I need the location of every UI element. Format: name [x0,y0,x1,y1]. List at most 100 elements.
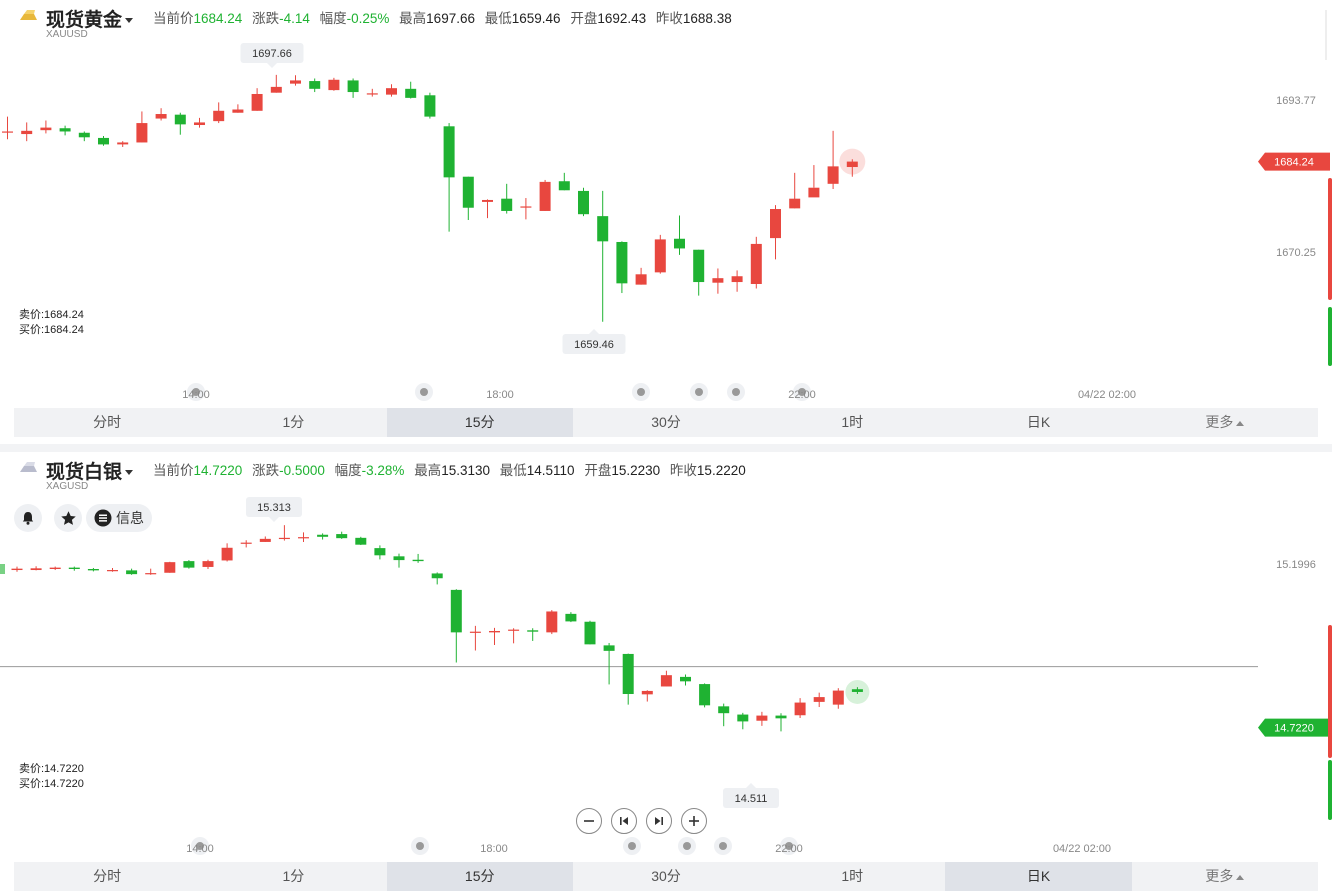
gold-candle[interactable] [59,125,71,136]
gold-candle[interactable] [712,268,724,294]
gold-candle[interactable] [386,84,397,97]
gold-candle[interactable] [597,190,609,322]
silver-candle[interactable] [336,531,348,539]
gold-candle[interactable] [482,199,493,219]
silver-candle[interactable] [107,567,118,572]
gold-candle[interactable] [251,88,263,111]
silver-title[interactable]: 现货白银 [46,457,134,484]
gold-candle[interactable] [808,165,820,198]
gold-candle[interactable] [98,135,109,146]
silver-event-marker[interactable] [780,837,798,855]
silver-candle[interactable] [851,687,863,695]
silver-candle[interactable] [832,688,844,709]
silver-candle[interactable] [756,711,768,726]
silver-candle[interactable] [680,674,691,686]
silver-candle[interactable] [775,713,787,732]
gold-candle[interactable] [520,198,532,220]
gold-candle[interactable] [654,234,666,274]
silver-candle[interactable] [145,568,157,575]
gold-candle[interactable] [270,74,282,93]
gold-candle[interactable] [789,172,801,209]
info-button[interactable]: 信息 [86,504,152,532]
gold-event-marker[interactable] [632,383,650,401]
tab-daily[interactable]: 日K [1026,414,1051,430]
gold-candle[interactable] [117,141,129,147]
gold-candle[interactable] [290,75,301,86]
silver-candle[interactable] [374,545,386,560]
tab-1min[interactable]: 1分 [282,868,305,884]
gold-title[interactable]: 现货黄金 [46,5,134,32]
tab-30min[interactable]: 30分 [651,868,681,884]
gold-candle[interactable] [578,187,589,217]
silver-candle[interactable] [30,566,42,571]
gold-candle[interactable] [635,267,647,285]
silver-candle[interactable] [794,698,806,718]
silver-event-marker[interactable] [678,837,696,855]
tab-30min[interactable]: 30分 [651,414,681,430]
alert-button[interactable] [14,504,42,532]
gold-candle[interactable] [827,130,839,189]
silver-candle[interactable] [183,560,195,569]
gold-event-marker[interactable] [415,383,433,401]
silver-candle[interactable] [489,627,500,646]
gold-candle[interactable] [40,120,52,134]
silver-candle[interactable] [278,525,290,541]
silver-candle[interactable] [126,568,138,575]
tab-1hour[interactable]: 1时 [841,868,864,884]
gold-candle[interactable] [366,88,378,97]
gold-candle[interactable] [213,102,225,124]
gold-event-marker[interactable] [690,383,708,401]
gold-candle[interactable] [424,92,436,119]
silver-candle[interactable] [11,566,23,572]
zoom-in-button[interactable] [681,808,707,834]
silver-candle[interactable] [527,628,539,641]
gold-candle[interactable] [846,159,858,177]
tab-fenshi[interactable]: 分时 [93,414,122,430]
gold-candle[interactable] [770,205,781,260]
favorite-button[interactable] [54,504,82,532]
gold-candle[interactable] [616,241,628,294]
silver-candle[interactable] [469,625,481,651]
gold-candle[interactable] [443,123,455,232]
silver-candle[interactable] [584,620,596,645]
gold-candle[interactable] [21,122,33,142]
silver-candle[interactable] [565,612,577,623]
gold-candle[interactable] [347,78,359,98]
gold-candle[interactable] [693,249,705,296]
silver-candle[interactable] [202,559,214,570]
gold-candlestick-chart[interactable]: 1693.77 1670.25 1697.66 1659.46 1684.24 14:00… [0,0,1332,408]
gold-candle[interactable] [78,131,90,142]
silver-candle[interactable] [718,703,730,727]
silver-candle[interactable] [412,553,424,563]
silver-event-marker[interactable] [623,837,641,855]
gold-event-marker[interactable] [187,383,205,401]
gold-candle[interactable] [328,77,340,91]
tab-fenshi[interactable]: 分时 [93,868,122,884]
gold-candle[interactable] [309,78,321,93]
silver-candle[interactable] [49,566,61,571]
gold-candle[interactable] [232,104,244,113]
tab-daily[interactable]: 日K [945,862,1132,891]
gold-candle[interactable] [194,117,205,128]
tab-more[interactable]: 更多 [1132,862,1318,891]
silver-candle[interactable] [641,690,653,702]
gold-event-marker[interactable] [793,383,811,401]
silver-candle[interactable] [737,712,749,730]
gold-candle[interactable] [731,270,743,292]
silver-candle[interactable] [546,610,558,635]
scroll-to-end-button[interactable] [646,808,672,834]
tab-15min[interactable]: 15分 [386,862,573,891]
silver-candle[interactable] [164,561,176,573]
tab-15min[interactable]: 15分 [386,408,573,437]
tab-1hour[interactable]: 1时 [841,414,864,430]
silver-event-marker[interactable] [411,837,429,855]
silver-candle[interactable] [259,536,271,542]
chevron-down-icon[interactable] [125,18,134,24]
gold-candle[interactable] [155,108,167,121]
silver-candle[interactable] [813,692,825,708]
scroll-to-start-button[interactable] [611,808,637,834]
silver-candle[interactable] [699,683,711,708]
silver-candle[interactable] [317,533,329,540]
silver-candle[interactable] [298,532,309,542]
silver-candle[interactable] [431,572,443,585]
